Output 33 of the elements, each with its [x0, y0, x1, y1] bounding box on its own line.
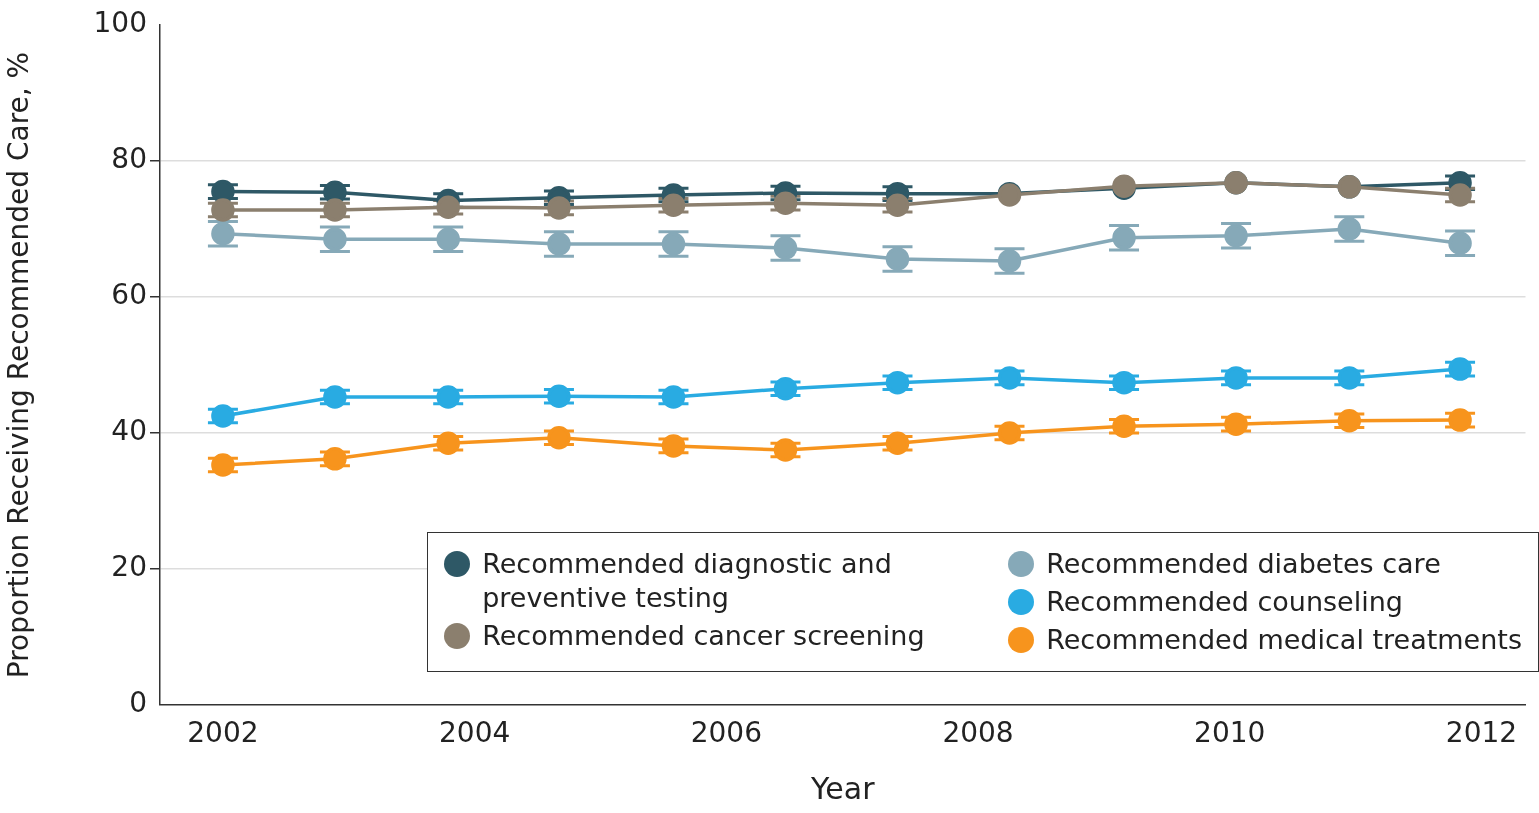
x-tick-label: 2004 [439, 716, 511, 750]
point [1224, 412, 1248, 436]
y-tick-label: 80 [111, 142, 147, 176]
x-tick-label: 2010 [1194, 716, 1266, 750]
x-axis-title: Year [809, 770, 876, 806]
y-tick-label: 0 [129, 686, 147, 720]
legend-label: Recommended counseling [1046, 585, 1403, 619]
point [211, 198, 235, 222]
legend-label: Recommended cancer screening [482, 619, 925, 653]
point [1448, 357, 1472, 381]
x-tick-label: 2002 [187, 716, 259, 750]
x-tick-label: 2006 [690, 716, 762, 750]
point [211, 453, 235, 477]
point [436, 431, 460, 455]
legend-label: Recommended medical treatments [1046, 623, 1522, 657]
point [323, 198, 347, 222]
y-tick-label: 60 [111, 278, 147, 312]
point [1448, 408, 1472, 432]
y-tick-label: 20 [111, 550, 147, 584]
point [1224, 366, 1248, 390]
x-tick-label: 2012 [1445, 716, 1518, 750]
legend-label: Recommended diagnostic and preventive testing [482, 547, 893, 615]
point [323, 385, 347, 409]
point [547, 384, 571, 409]
y-axis-title: Proportion Receiving Recommended Care, % [2, 51, 36, 679]
point [1112, 414, 1136, 438]
x-tick-label: 2008 [942, 716, 1014, 750]
point [323, 447, 347, 471]
legend-label: Recommended diabetes care [1046, 547, 1441, 581]
y-tick-label: 40 [111, 414, 147, 448]
y-tick-label: 100 [93, 6, 147, 40]
point [436, 385, 460, 409]
point [1448, 183, 1472, 207]
